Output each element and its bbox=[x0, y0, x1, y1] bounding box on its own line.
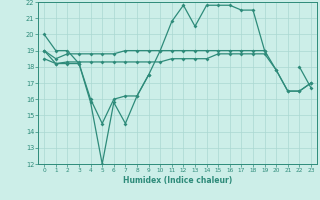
X-axis label: Humidex (Indice chaleur): Humidex (Indice chaleur) bbox=[123, 176, 232, 185]
